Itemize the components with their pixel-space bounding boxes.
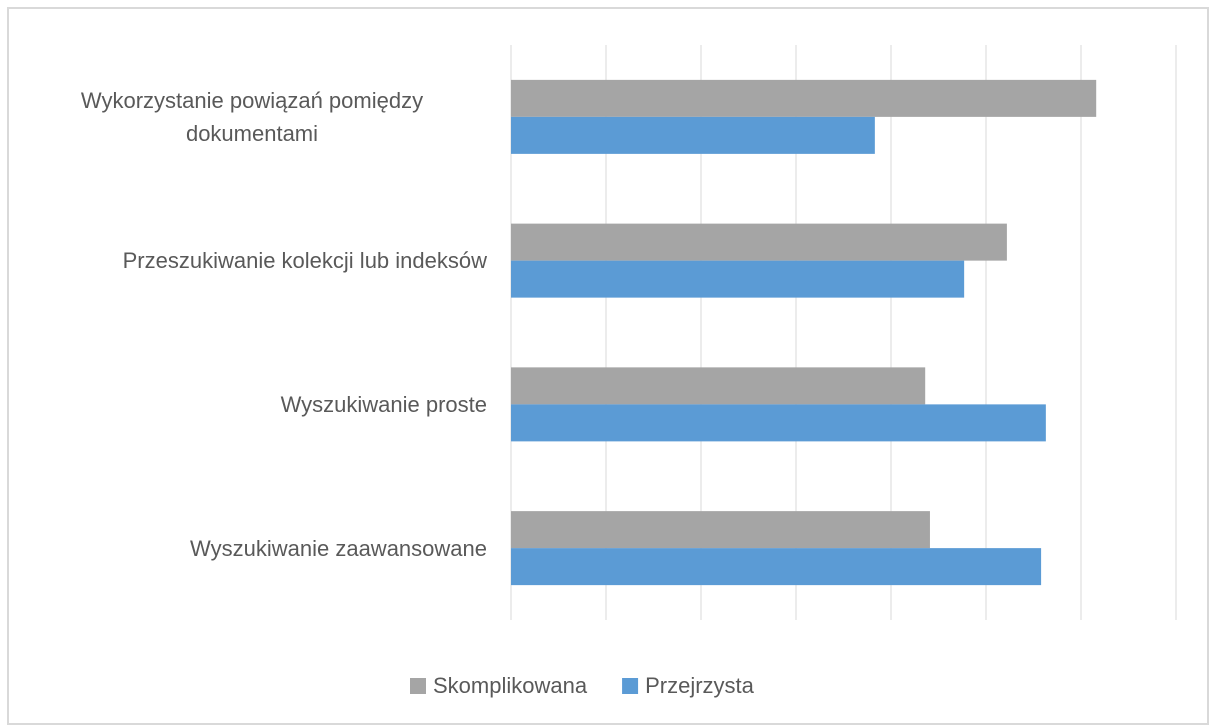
category-text: Wyszukiwanie zaawansowane: [190, 535, 487, 561]
category-text: Wykorzystanie powiązań pomiędzy dokument…: [80, 87, 424, 146]
category-label: Przeszukiwanie kolekcji lub indeksów: [17, 211, 487, 311]
legend-swatch: [410, 678, 426, 694]
bar: [511, 116, 875, 154]
category-label: Wyszukiwanie proste: [17, 354, 487, 454]
legend-label: Skomplikowana: [433, 673, 588, 698]
category-label: Wyszukiwanie zaawansowane: [17, 498, 487, 598]
category-label: Wykorzystanie powiązań pomiędzy dokument…: [17, 67, 487, 167]
bar: [511, 223, 1007, 261]
bar: [511, 548, 1042, 586]
legend-label: Przejrzysta: [645, 673, 755, 698]
category-text: Przeszukiwanie kolekcji lub indeksów: [122, 248, 487, 274]
bar: [511, 79, 1097, 117]
bar: [511, 260, 965, 298]
legend-swatch: [622, 678, 639, 694]
bar: [511, 367, 926, 405]
bar: [511, 404, 1046, 442]
bar: [511, 511, 930, 549]
category-text: Wyszukiwanie proste: [280, 391, 487, 417]
